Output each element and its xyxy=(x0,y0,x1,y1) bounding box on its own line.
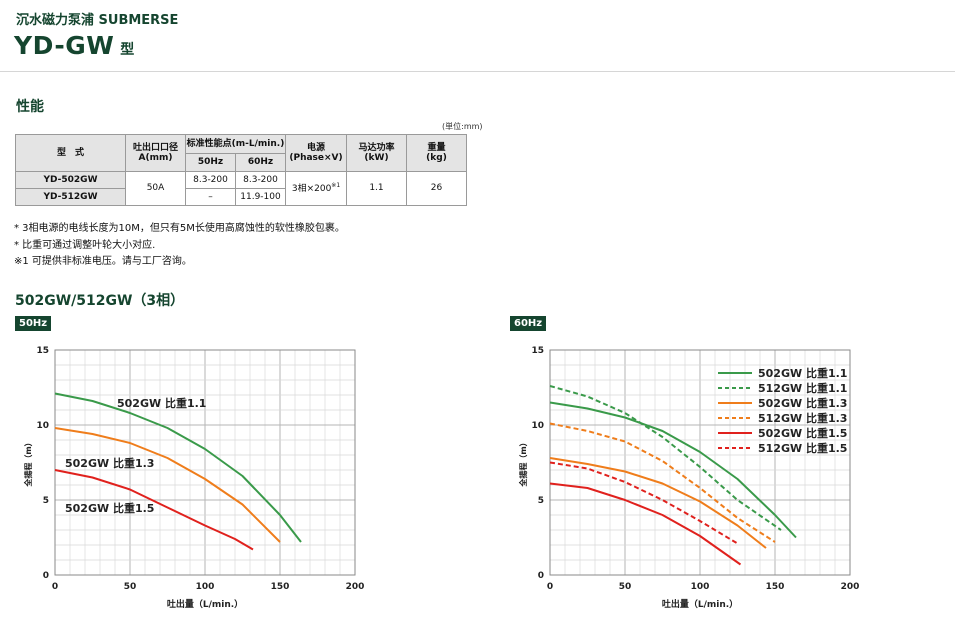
y-tick-label: 5 xyxy=(538,496,544,506)
chart-60hz: 0 50 100 150 200 0 5 10 15 吐出量（L/min.） 全揚程（m） 502GW… xyxy=(518,346,860,610)
hz-tag-50: 50Hz xyxy=(15,316,52,331)
row-model: YD-502GW xyxy=(15,171,126,189)
table-row: YD-502GW 50A 8.3-200 8.3-200 3相×200※1 1.… xyxy=(15,171,467,206)
product-subtitle: 沉水磁力泵浦 SUBMERSE xyxy=(16,13,179,28)
x-axis-label: 吐出量（L/min.） xyxy=(167,598,243,610)
plot-frame xyxy=(54,349,356,576)
x-tick-label: 100 xyxy=(196,582,215,592)
header-60hz: 60Hz xyxy=(235,153,286,172)
series-line xyxy=(54,392,302,543)
series-label: 502GW 比重1.5 xyxy=(65,501,154,515)
x-tick-label: 150 xyxy=(271,582,290,592)
legend-label: 512GW 比重1.1 xyxy=(758,381,847,395)
header-model: 型 式 xyxy=(15,134,126,172)
series-line xyxy=(549,457,767,549)
note-item: ※1 可提供非标准电压。请与工厂咨询。 xyxy=(14,256,192,267)
series-line xyxy=(54,469,254,551)
x-tick-label: 200 xyxy=(346,582,365,592)
y-tick-label: 15 xyxy=(36,346,49,356)
notes: * 3相电源的电线长度为10M，但只有5M长使用高腐蚀性的软性橡胶包裹。 * 比… xyxy=(14,221,345,271)
model-name: YD-GW xyxy=(14,31,115,60)
cell-outlet: 50A xyxy=(125,171,186,206)
series-label: 502GW 比重1.1 xyxy=(117,396,206,410)
y-tick-label: 10 xyxy=(36,421,49,431)
legend-label: 512GW 比重1.5 xyxy=(758,441,847,455)
y-axis-label: 全揚程（m） xyxy=(518,438,528,487)
cell-power: 3相×200※1 xyxy=(285,171,347,206)
x-tick-label: 0 xyxy=(547,582,553,592)
header-divider xyxy=(0,71,955,72)
performance-title: 性能 xyxy=(16,99,44,115)
header-50hz: 50Hz xyxy=(185,153,236,172)
series-line xyxy=(549,401,797,539)
note-item: * 比重可通过调整叶轮大小对应. xyxy=(14,239,156,251)
cell-60hz: 8.3-200 xyxy=(235,171,286,189)
cell-50hz: 8.3-200 xyxy=(185,171,236,189)
header-motor: 马达功率 (kW) xyxy=(346,134,407,172)
x-axis-label: 吐出量（L/min.） xyxy=(662,598,738,610)
legend-label: 502GW 比重1.3 xyxy=(758,396,847,410)
header-weight: 重量 (kg) xyxy=(406,134,467,172)
legend-label: 512GW 比重1.3 xyxy=(758,411,847,425)
curves-title: 502GW/512GW（3相） xyxy=(15,293,185,309)
x-tick-label: 50 xyxy=(619,582,632,592)
hz-tag-60: 60Hz xyxy=(510,316,547,331)
row-model: YD-512GW xyxy=(15,188,126,206)
series-line xyxy=(549,482,742,566)
model-title: YD-GW 型 xyxy=(14,31,135,60)
y-tick-label: 5 xyxy=(43,496,49,506)
y-tick-label: 10 xyxy=(531,421,544,431)
chart-50hz: 0 50 100 150 200 0 5 10 15 吐出量（L/min.） 全揚程（m） 502GW… xyxy=(23,346,365,610)
header-outlet: 吐出口口径 A(mm) xyxy=(125,134,186,172)
series-line xyxy=(54,427,281,543)
unit-note: (単位:mm) xyxy=(442,122,483,131)
model-suffix: 型 xyxy=(120,42,135,58)
y-tick-label: 0 xyxy=(538,571,544,581)
header-standard: 标准性能点(m-L/min.) xyxy=(185,134,286,154)
series-label: 502GW 比重1.3 xyxy=(65,456,154,470)
table-row: YD-512GW – 11.9-100 xyxy=(15,188,467,206)
cell-60hz: 11.9-100 xyxy=(235,188,286,206)
x-tick-label: 100 xyxy=(691,582,710,592)
cell-weight: 26 xyxy=(406,171,467,206)
series-line xyxy=(549,385,782,531)
x-tick-label: 200 xyxy=(841,582,860,592)
x-tick-label: 0 xyxy=(52,582,58,592)
series-line xyxy=(549,461,739,545)
cell-motor: 1.1 xyxy=(346,171,407,206)
x-tick-label: 50 xyxy=(124,582,137,592)
y-axis-label: 全揚程（m） xyxy=(23,438,33,487)
note-item: * 3相电源的电线长度为10M，但只有5M长使用高腐蚀性的软性橡胶包裹。 xyxy=(14,223,345,234)
legend-label: 502GW 比重1.1 xyxy=(758,366,847,380)
power-footnote-mark: ※1 xyxy=(331,181,341,189)
cell-50hz: – xyxy=(185,188,236,206)
x-tick-label: 150 xyxy=(766,582,785,592)
header-power: 电源 (Phase×V) xyxy=(285,134,347,172)
legend-label: 502GW 比重1.5 xyxy=(758,426,847,440)
y-tick-label: 0 xyxy=(43,571,49,581)
spec-table: 型 式 吐出口口径 A(mm) 标准性能点(m-L/min.) 电源 (Phase×… xyxy=(15,134,467,206)
y-tick-label: 15 xyxy=(531,346,544,356)
